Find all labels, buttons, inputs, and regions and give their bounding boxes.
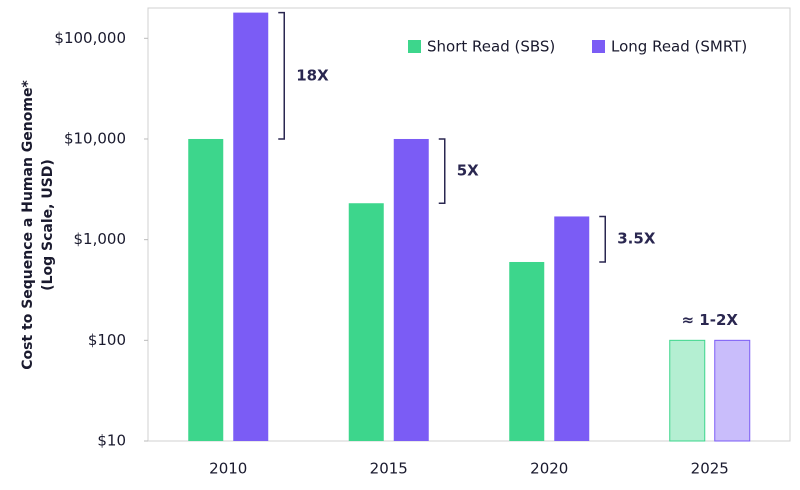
y-tick-label: $1,000 bbox=[74, 230, 127, 248]
annotation: 18X bbox=[296, 66, 329, 84]
bracket bbox=[438, 138, 446, 204]
bar bbox=[509, 261, 545, 441]
y-tick-label: $100,000 bbox=[54, 29, 126, 47]
x-tick-label: 2025 bbox=[691, 460, 729, 478]
bar bbox=[714, 339, 751, 442]
y-tick-label: $10,000 bbox=[64, 129, 126, 147]
bar bbox=[554, 216, 590, 441]
y-tick-label: $100 bbox=[88, 331, 126, 349]
bar bbox=[669, 339, 706, 442]
y-axis-title-line: Cost to Sequence a Human Genome* bbox=[20, 80, 36, 370]
plot-frame bbox=[147, 7, 791, 442]
annotation: 5X bbox=[457, 162, 479, 180]
legend-label: Long Read (SMRT) bbox=[611, 38, 747, 56]
annotation: 3.5X bbox=[617, 230, 656, 248]
x-tick-label: 2010 bbox=[209, 460, 247, 478]
bar bbox=[233, 12, 269, 442]
bar bbox=[393, 138, 429, 442]
bar bbox=[348, 203, 384, 441]
annotation: ≈ 1-2X bbox=[682, 311, 739, 329]
x-tick-label: 2015 bbox=[370, 460, 408, 478]
bracket bbox=[278, 11, 285, 140]
legend-label: Short Read (SBS) bbox=[427, 38, 555, 56]
legend-swatch bbox=[592, 40, 605, 53]
y-axis-title-line: (Log Scale, USD) bbox=[40, 159, 56, 291]
bracket bbox=[599, 215, 606, 263]
bar bbox=[188, 138, 224, 442]
legend-swatch bbox=[408, 40, 421, 53]
y-tick-label: $10 bbox=[97, 432, 126, 450]
x-tick-label: 2020 bbox=[530, 460, 568, 478]
y-axis-title: Cost to Sequence a Human Genome* (Log Sc… bbox=[20, 80, 56, 370]
